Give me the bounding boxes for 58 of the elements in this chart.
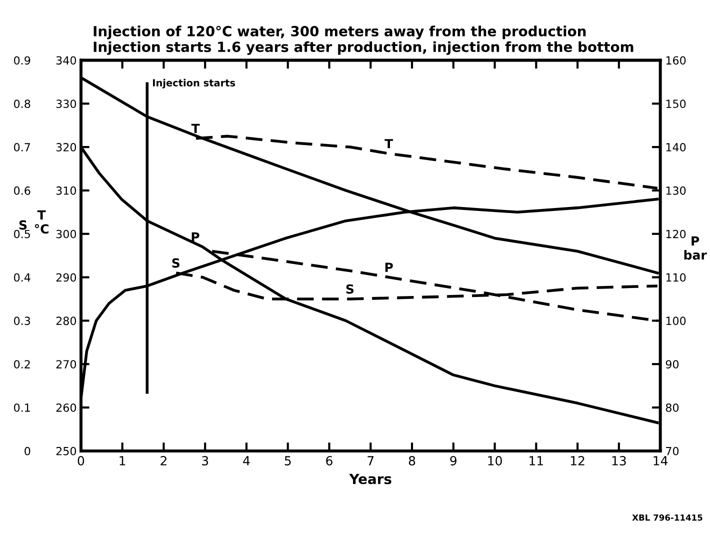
x-tick-label: 13 xyxy=(612,456,626,466)
x-tick-label: 3 xyxy=(202,456,208,466)
series-label: P xyxy=(385,262,393,272)
x-tick-label: 4 xyxy=(243,456,250,466)
x-tick-label: 11 xyxy=(530,456,543,466)
text: XBL 796-11415 xyxy=(632,514,702,521)
y2-tick-label: 110 xyxy=(666,273,686,282)
chart-title: Injection of 120°C water, 300 meters away from the production Injection starts 1.6 years after production, injection from the bottom xyxy=(94,26,634,55)
ref-line-label: Injection starts xyxy=(153,78,236,88)
y2-tick-label: 120 xyxy=(666,230,686,238)
y3-tick-label: 290 xyxy=(56,273,76,282)
y2-tick-label: 80 xyxy=(666,403,679,412)
series-label: S xyxy=(346,284,354,294)
series-label: P xyxy=(192,232,200,242)
x-tick-label: 10 xyxy=(488,456,502,466)
y2-tick-label: 160 xyxy=(666,56,686,65)
series-label: T xyxy=(191,124,200,133)
x-tick-label: 14 xyxy=(654,456,668,466)
y2-tick-label: 140 xyxy=(666,143,686,152)
y2-tick-label: 130 xyxy=(666,186,686,195)
y3-tick-label: 300 xyxy=(56,230,76,238)
x-tick-label: 7 xyxy=(368,456,374,466)
y-tick-label: 0.6 xyxy=(14,186,30,195)
x-tick-label: 2 xyxy=(160,456,166,466)
x-tick-label: 6 xyxy=(326,456,332,466)
x-tick-label: 1 xyxy=(120,456,126,466)
x-tick-label: 5 xyxy=(284,456,291,466)
x-tick-label: 8 xyxy=(408,456,416,466)
y-tick-label: 0.8 xyxy=(14,100,30,108)
y-tick-label: 0.2 xyxy=(14,360,30,368)
x-tick-label: 9 xyxy=(450,456,456,466)
y2-tick-label: 150 xyxy=(666,100,686,108)
y-tick-label: 0.9 xyxy=(14,56,30,65)
y2-tick-label: 90 xyxy=(666,360,679,368)
y-tick-label: 0.4 xyxy=(14,273,30,282)
y3-tick-label: 280 xyxy=(56,316,76,326)
series-label: T xyxy=(384,139,394,148)
x-tick-label: 12 xyxy=(570,456,584,466)
y3-tick-label: 310 xyxy=(56,186,76,195)
y-tick-label: 0 xyxy=(24,446,30,456)
y3-tick-label: 340 xyxy=(56,56,76,65)
x-tick-label: 0 xyxy=(78,456,84,466)
y-tick-label: 0.5 xyxy=(14,230,30,238)
y2-tick-label: 70 xyxy=(666,446,679,456)
x-axis-title: Years xyxy=(349,474,392,484)
y2-tick-label: 100 xyxy=(666,316,686,326)
y3-tick-label: 270 xyxy=(56,360,76,368)
y3-axis-title: T °C xyxy=(34,210,48,234)
y-tick-label: 0.1 xyxy=(14,403,30,412)
y3-tick-label: 320 xyxy=(56,143,76,152)
y3-tick-label: 260 xyxy=(56,403,76,412)
y2-axis-title: P bar xyxy=(684,236,707,260)
y-axis-title: S xyxy=(19,220,27,230)
y-tick-label: 0.3 xyxy=(14,316,30,326)
y3-tick-label: 330 xyxy=(56,100,76,108)
y-tick-label: 0.7 xyxy=(14,143,30,152)
y3-tick-label: 250 xyxy=(56,446,76,456)
series-label: S xyxy=(172,258,180,268)
